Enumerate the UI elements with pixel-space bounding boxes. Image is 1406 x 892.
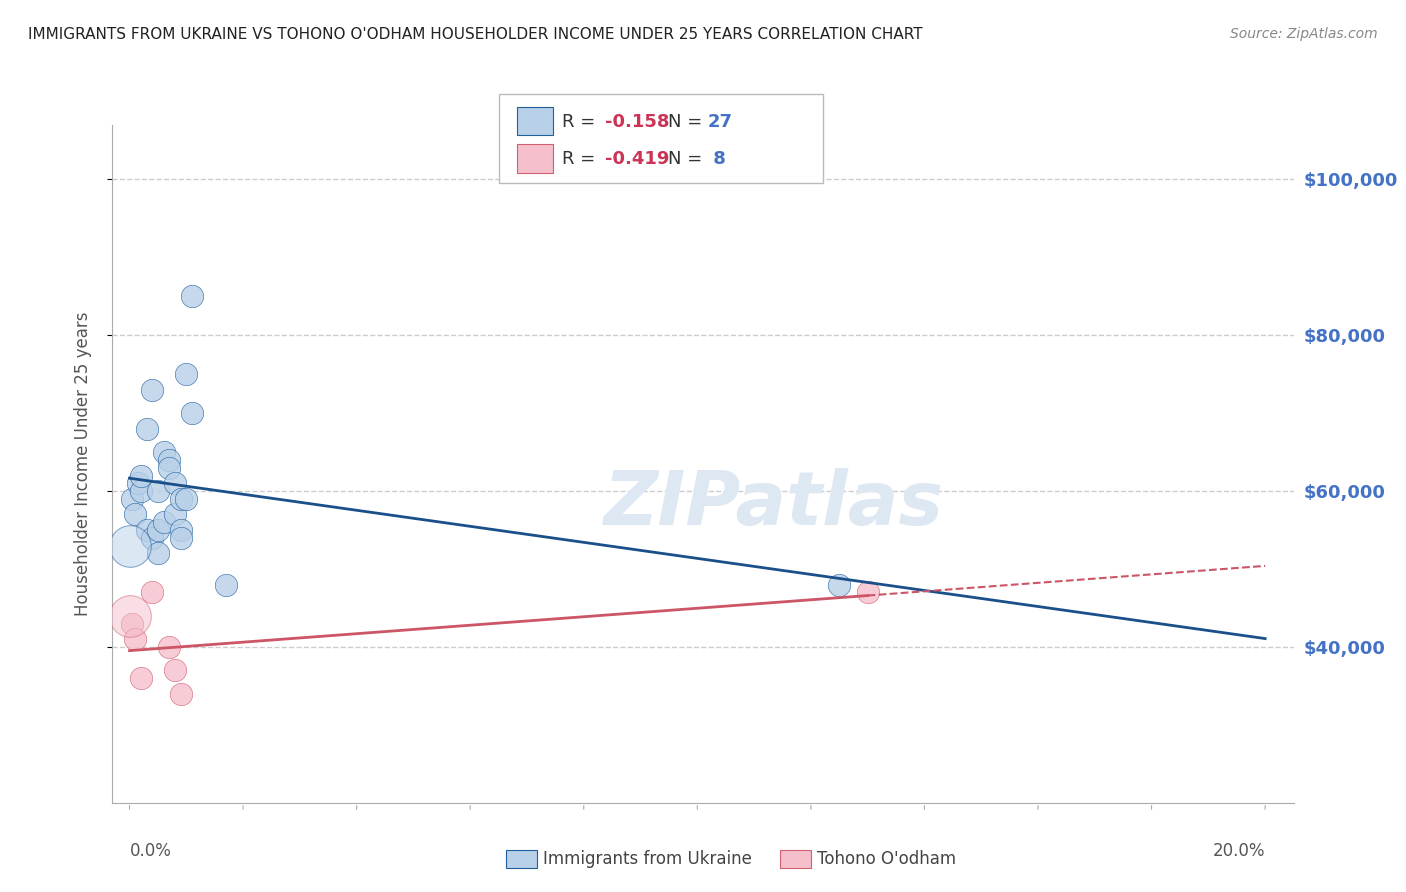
Point (169, 687, 191, 701)
Text: Immigrants from Ukraine: Immigrants from Ukraine (543, 850, 752, 868)
Point (174, 491, 197, 506)
Point (135, 422, 157, 436)
Point (129, 468, 152, 483)
Point (856, 585, 879, 599)
Point (215, 577, 238, 591)
Point (135, 523, 157, 537)
Point (163, 663, 186, 677)
Point (169, 491, 191, 506)
Point (146, 484, 169, 499)
Point (152, 516, 174, 530)
Point (124, 632, 146, 647)
Text: R =: R = (562, 151, 602, 169)
Text: 20.0%: 20.0% (1212, 842, 1265, 860)
Point (121, 616, 143, 631)
Point (181, 406, 204, 420)
Point (828, 577, 851, 591)
Point (163, 508, 186, 522)
Point (141, 383, 163, 397)
Text: 27: 27 (707, 112, 733, 131)
Text: ZIPatlas: ZIPatlas (603, 468, 943, 541)
Point (169, 531, 191, 545)
Point (118, 608, 141, 623)
Point (163, 476, 186, 491)
Point (181, 289, 204, 303)
Point (157, 640, 180, 654)
Point (129, 671, 152, 685)
Point (157, 460, 180, 475)
Text: Tohono O'odham: Tohono O'odham (817, 850, 956, 868)
Y-axis label: Householder Income Under 25 years: Householder Income Under 25 years (73, 311, 91, 616)
Text: 0.0%: 0.0% (129, 842, 172, 860)
Text: -0.419: -0.419 (605, 151, 669, 169)
Point (174, 368, 197, 382)
Text: IMMIGRANTS FROM UKRAINE VS TOHONO O'ODHAM HOUSEHOLDER INCOME UNDER 25 YEARS CORR: IMMIGRANTS FROM UKRAINE VS TOHONO O'ODHA… (28, 27, 922, 42)
Point (169, 523, 191, 537)
Text: Source: ZipAtlas.com: Source: ZipAtlas.com (1230, 27, 1378, 41)
Point (118, 539, 141, 553)
Point (121, 491, 143, 506)
Text: N =: N = (668, 112, 707, 131)
Point (146, 523, 169, 537)
Point (146, 546, 169, 560)
Text: N =: N = (668, 151, 707, 169)
Point (141, 585, 163, 599)
Point (127, 476, 149, 491)
Point (152, 445, 174, 459)
Point (157, 453, 180, 467)
Text: 8: 8 (707, 151, 725, 169)
Text: -0.158: -0.158 (605, 112, 669, 131)
Point (124, 508, 146, 522)
Point (141, 531, 163, 545)
Text: R =: R = (562, 112, 602, 131)
Point (129, 484, 152, 499)
